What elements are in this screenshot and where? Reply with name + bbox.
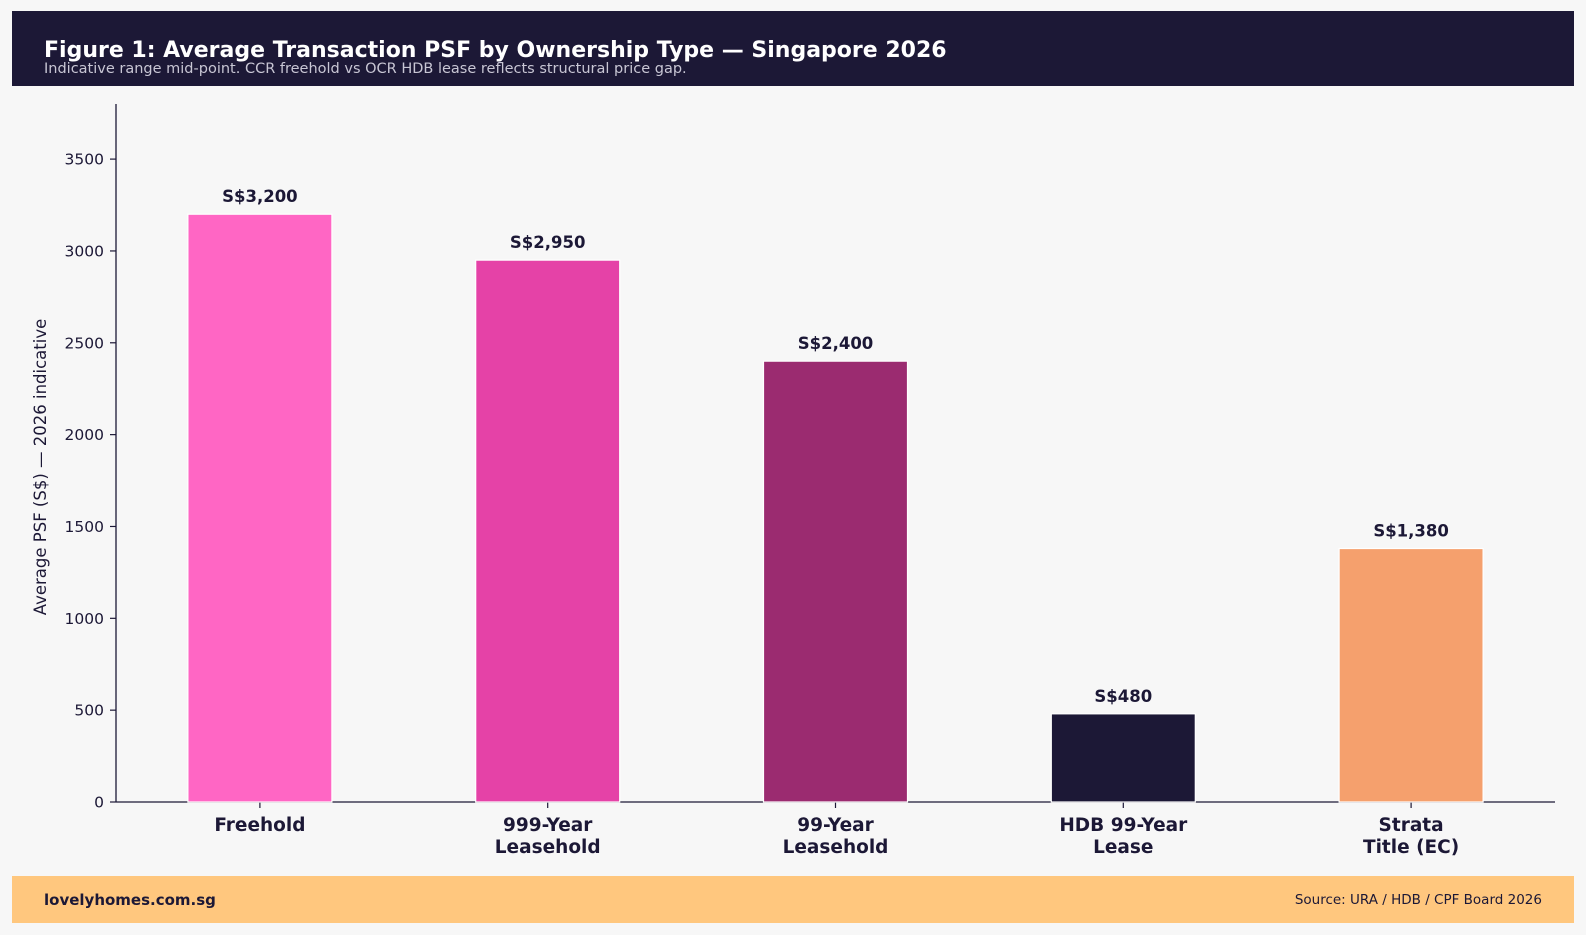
y-tick-label: 3500: [65, 151, 104, 169]
x-tick-label-line: 999-Year: [503, 815, 593, 836]
y-tick-label: 3000: [65, 242, 104, 260]
x-tick-label-line: HDB 99-Year: [1059, 815, 1188, 836]
x-tick-label-line: Leasehold: [495, 837, 601, 858]
y-tick-label: 0: [94, 794, 104, 812]
data-label: S$480: [1094, 687, 1152, 706]
data-label: S$2,950: [510, 233, 586, 252]
chart-header: Figure 1: Average Transaction PSF by Own…: [12, 11, 1574, 86]
x-tick-label-line: 99-Year: [797, 815, 874, 836]
chart-footer: lovelyhomes.com.sg Source: URA / HDB / C…: [12, 876, 1574, 923]
chart-axes: 0 500 1000 1500 2000 2500 3000 3500 Average PSF …: [31, 104, 1555, 812]
y-tick-label: 2000: [65, 426, 104, 444]
x-tick-label: 99-Year Leasehold: [783, 815, 889, 858]
x-tick-label: Freehold: [214, 815, 305, 836]
chart-subtitle: Indicative range mid-point. CCR freehold…: [44, 61, 687, 77]
bar: [1338, 547, 1484, 803]
y-tick-label: 500: [74, 702, 104, 720]
y-axis-title: Average PSF (S$) — 2026 indicative: [31, 319, 50, 615]
x-tick-label-line: Lease: [1093, 837, 1153, 858]
x-tick-label-line: Leasehold: [783, 837, 889, 858]
chart-title: Figure 1: Average Transaction PSF by Own…: [44, 38, 947, 63]
x-tick-label: 999-Year Leasehold: [495, 815, 601, 858]
chart-bars: [187, 213, 1484, 803]
x-tick-label: Strata Title (EC): [1363, 815, 1459, 858]
x-tick-label: HDB 99-Year Lease: [1059, 815, 1188, 858]
data-label: S$1,380: [1373, 522, 1449, 541]
footer-source: Source: URA / HDB / CPF Board 2026: [1294, 892, 1542, 908]
bar: [762, 360, 909, 803]
footer-brand: lovelyhomes.com.sg: [44, 891, 216, 909]
y-tick-label: 1000: [65, 610, 104, 628]
y-tick-label: 2500: [65, 334, 104, 352]
bar: [475, 259, 621, 803]
bar: [1050, 713, 1196, 803]
x-tick-label-line: Strata: [1379, 815, 1444, 836]
data-label: S$2,400: [798, 334, 874, 353]
bar: [187, 213, 333, 803]
y-tick-label: 1500: [65, 518, 104, 536]
x-tick-label-line: Freehold: [214, 815, 305, 836]
data-label: S$3,200: [222, 187, 298, 206]
x-tick-label-line: Title (EC): [1363, 837, 1459, 858]
